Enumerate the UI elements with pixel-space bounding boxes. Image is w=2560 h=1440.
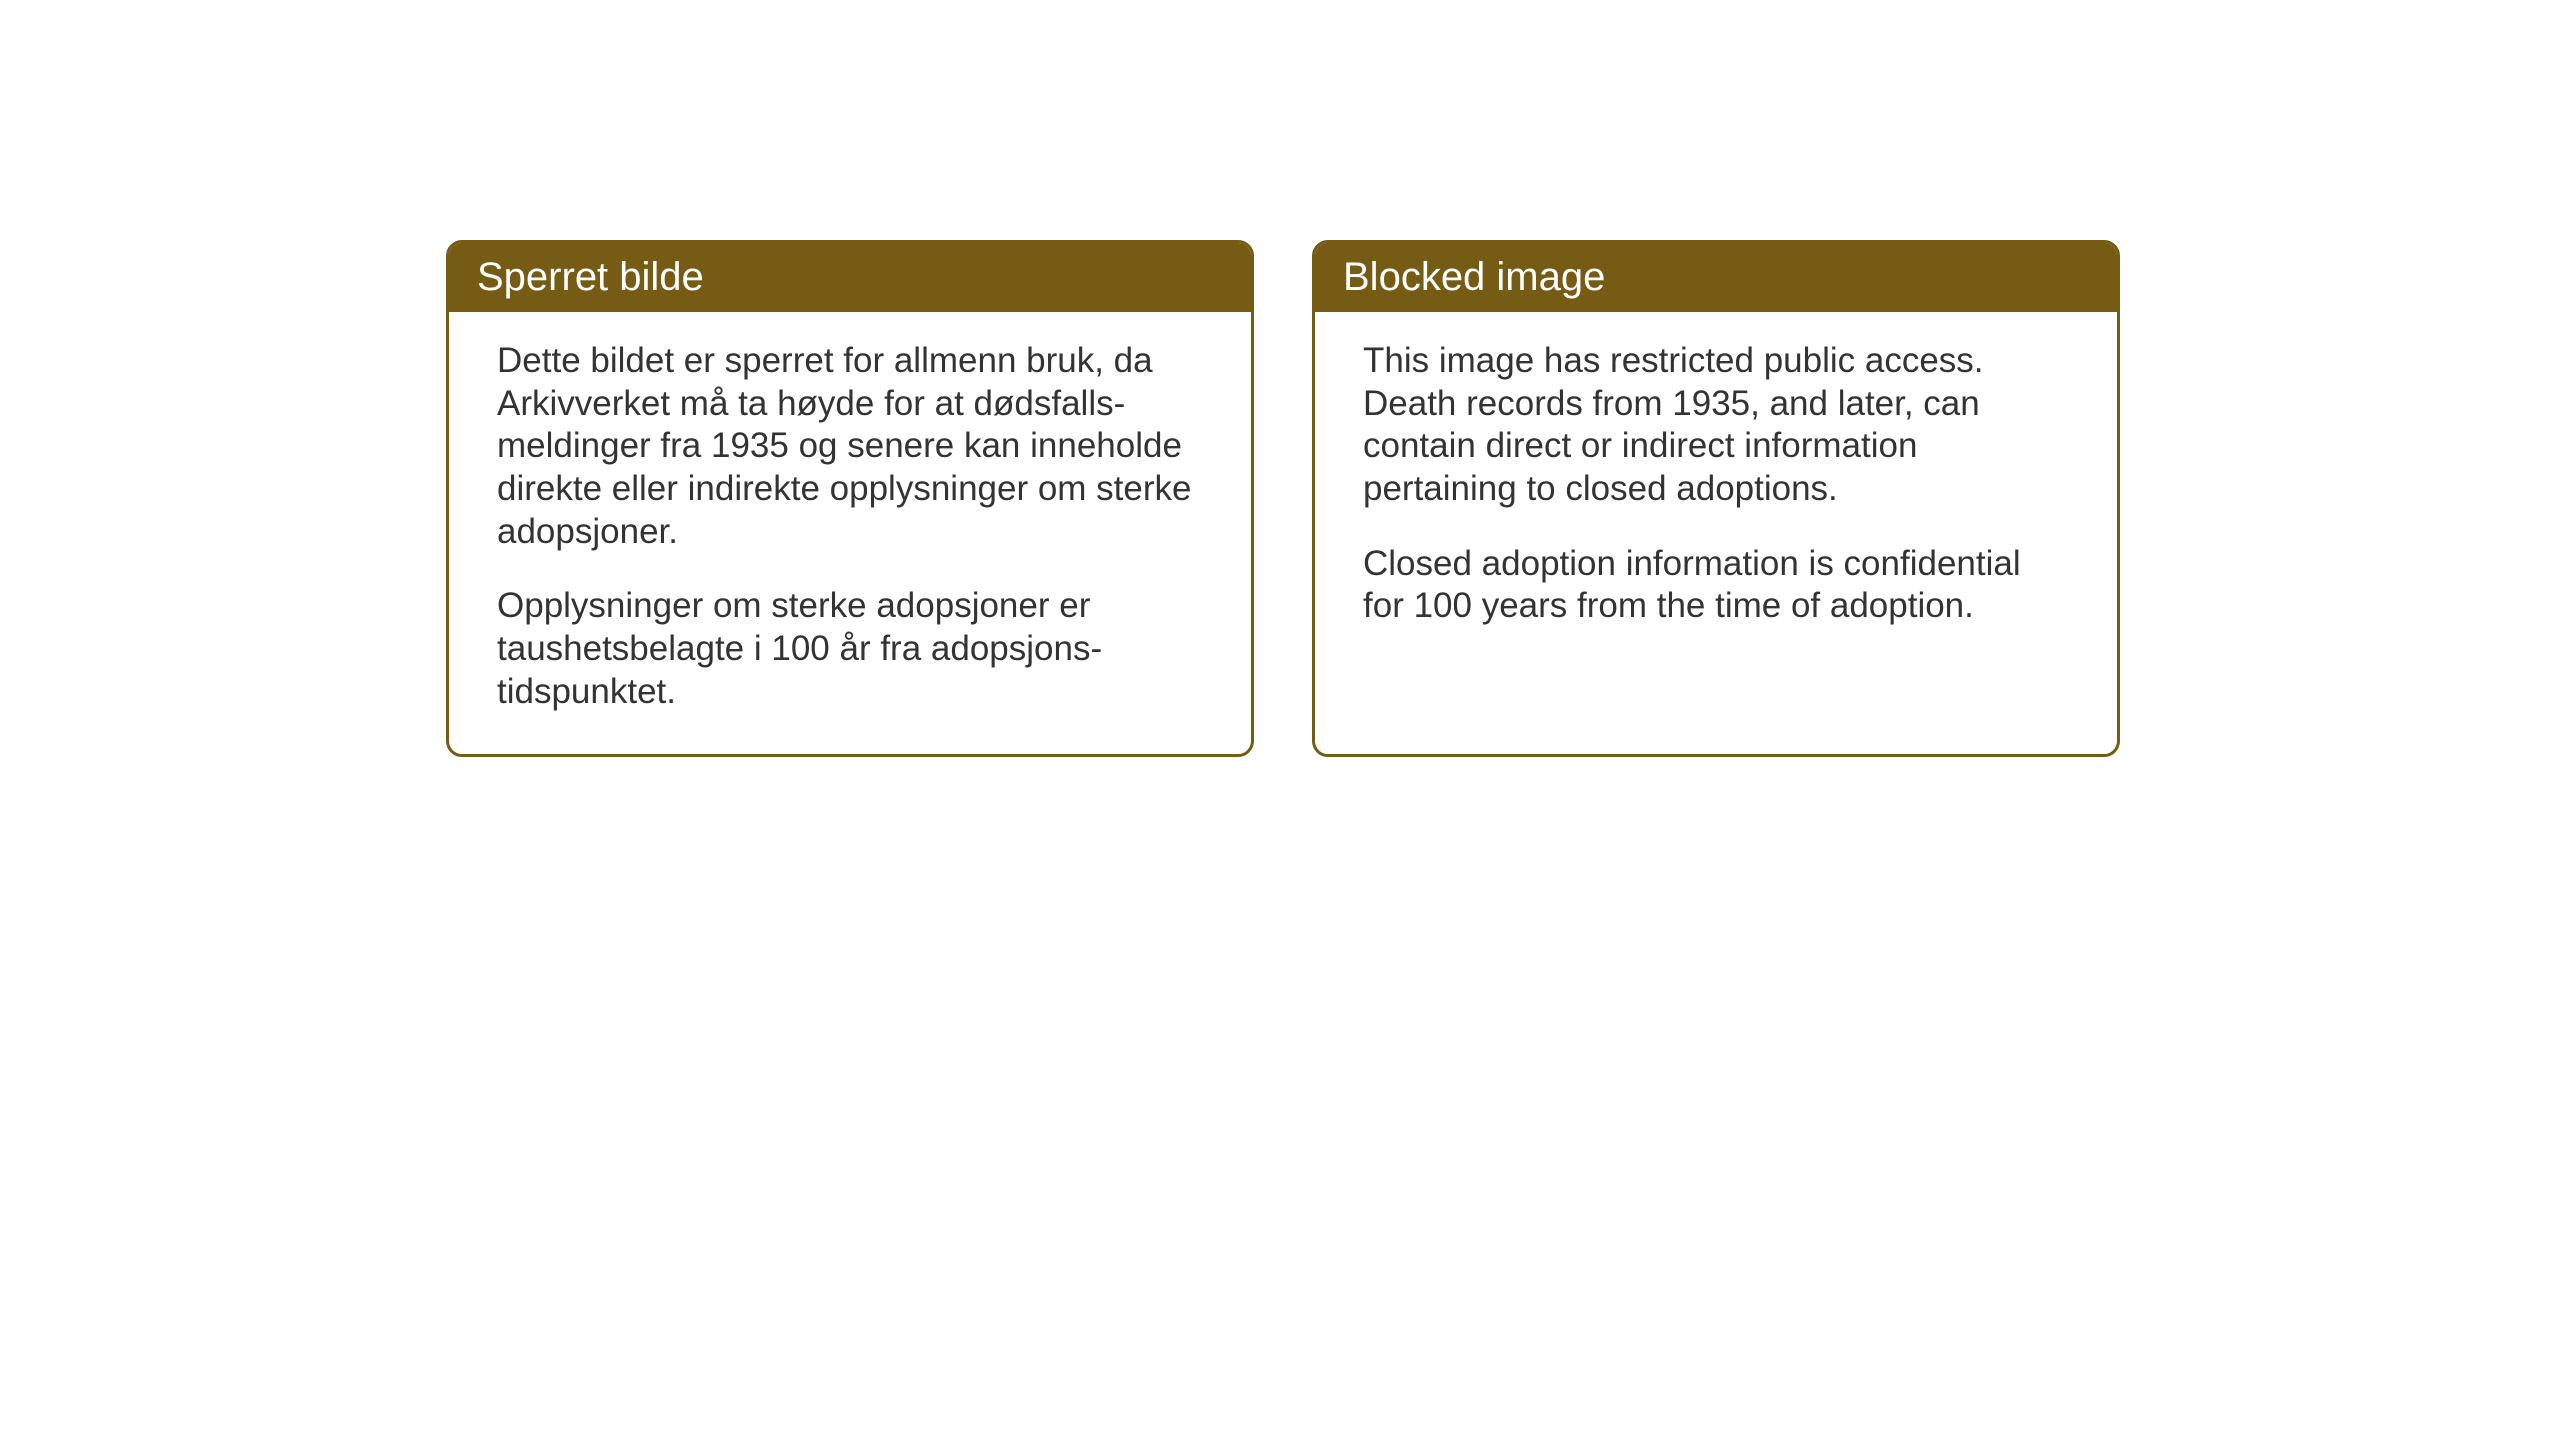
card-header-english: Blocked image — [1315, 243, 2117, 312]
notice-cards-container: Sperret bilde Dette bildet er sperret fo… — [446, 240, 2120, 757]
card-paragraph-2-norwegian: Opplysninger om sterke adopsjoner er tau… — [497, 585, 1203, 713]
card-paragraph-1-norwegian: Dette bildet er sperret for allmenn bruk… — [497, 340, 1203, 553]
card-title-norwegian: Sperret bilde — [477, 255, 704, 299]
card-title-english: Blocked image — [1343, 255, 1605, 299]
card-paragraph-2-english: Closed adoption information is confident… — [1363, 543, 2069, 628]
card-body-english: This image has restricted public access.… — [1315, 312, 2117, 668]
notice-card-norwegian: Sperret bilde Dette bildet er sperret fo… — [446, 240, 1254, 757]
card-header-norwegian: Sperret bilde — [449, 243, 1251, 312]
notice-card-english: Blocked image This image has restricted … — [1312, 240, 2120, 757]
card-body-norwegian: Dette bildet er sperret for allmenn bruk… — [449, 312, 1251, 754]
card-paragraph-1-english: This image has restricted public access.… — [1363, 340, 2069, 511]
